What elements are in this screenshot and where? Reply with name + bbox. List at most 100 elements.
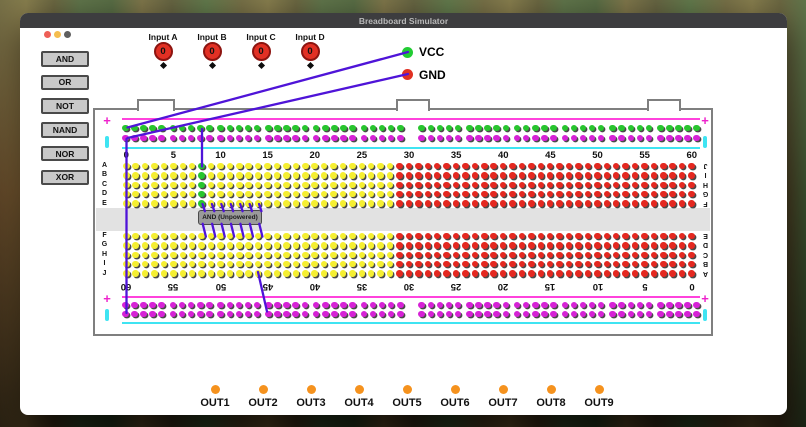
breadboard-hole[interactable] — [226, 242, 234, 249]
rail-hole[interactable] — [360, 310, 368, 318]
breadboard-hole[interactable] — [424, 270, 431, 277]
breadboard-hole[interactable] — [217, 181, 224, 189]
rail-hole[interactable] — [169, 301, 177, 309]
breadboard-hole[interactable] — [236, 200, 243, 207]
breadboard-hole[interactable] — [236, 242, 243, 249]
breadboard-hole[interactable] — [471, 242, 479, 249]
rail-hole[interactable] — [502, 124, 510, 132]
breadboard-hole[interactable] — [471, 172, 479, 179]
breadboard-hole[interactable] — [292, 232, 300, 240]
rail-hole[interactable] — [331, 301, 338, 309]
breadboard-hole[interactable] — [584, 172, 592, 179]
breadboard-hole[interactable] — [443, 242, 450, 249]
breadboard-hole[interactable] — [123, 172, 130, 179]
breadboard-hole[interactable] — [660, 232, 667, 240]
breadboard-hole[interactable] — [688, 172, 695, 179]
breadboard-hole[interactable] — [170, 181, 177, 189]
breadboard-hole[interactable] — [594, 251, 601, 259]
rail-hole[interactable] — [178, 124, 186, 132]
breadboard-hole[interactable] — [311, 181, 318, 189]
breadboard-hole[interactable] — [188, 242, 196, 249]
breadboard-hole[interactable] — [358, 242, 366, 249]
breadboard-hole[interactable] — [499, 162, 507, 170]
breadboard-hole[interactable] — [612, 242, 620, 249]
breadboard-hole[interactable] — [594, 232, 601, 240]
breadboard-hole[interactable] — [141, 200, 149, 207]
breadboard-hole[interactable] — [669, 242, 676, 249]
rail-hole[interactable] — [502, 310, 510, 318]
breadboard-hole[interactable] — [151, 162, 158, 170]
breadboard-hole[interactable] — [433, 270, 441, 277]
breadboard-hole[interactable] — [490, 260, 497, 268]
breadboard-hole[interactable] — [141, 242, 149, 249]
rail-hole[interactable] — [122, 124, 129, 132]
breadboard-hole[interactable] — [509, 251, 516, 259]
rail-hole[interactable] — [178, 134, 186, 142]
breadboard-hole[interactable] — [151, 270, 158, 277]
breadboard-hole[interactable] — [198, 232, 205, 240]
breadboard-hole[interactable] — [612, 190, 620, 198]
rail-hole[interactable] — [636, 310, 644, 318]
breadboard-hole[interactable] — [367, 270, 375, 277]
breadboard-hole[interactable] — [396, 200, 403, 207]
breadboard-hole[interactable] — [217, 162, 224, 170]
breadboard-hole[interactable] — [471, 251, 479, 259]
breadboard-hole[interactable] — [198, 251, 205, 259]
rail-hole[interactable] — [197, 124, 204, 132]
rail-hole[interactable] — [657, 301, 664, 309]
rail-hole[interactable] — [570, 134, 578, 142]
breadboard-hole[interactable] — [556, 200, 563, 207]
breadboard-hole[interactable] — [603, 232, 611, 240]
rail-hole[interactable] — [158, 134, 165, 142]
breadboard-hole[interactable] — [678, 232, 686, 240]
zoom-window-icon[interactable] — [64, 30, 71, 38]
output-pin[interactable] — [354, 385, 364, 394]
breadboard-hole[interactable] — [499, 242, 507, 249]
breadboard-hole[interactable] — [546, 172, 554, 179]
rail-hole[interactable] — [274, 301, 281, 309]
breadboard-hole[interactable] — [415, 200, 422, 207]
breadboard-hole[interactable] — [528, 242, 535, 249]
breadboard-hole[interactable] — [179, 162, 187, 170]
breadboard-hole[interactable] — [481, 190, 488, 198]
breadboard-hole[interactable] — [594, 242, 601, 249]
breadboard-hole[interactable] — [584, 260, 592, 268]
rail-hole[interactable] — [149, 310, 156, 318]
breadboard-hole[interactable] — [603, 190, 611, 198]
breadboard-hole[interactable] — [622, 232, 629, 240]
breadboard-hole[interactable] — [339, 242, 347, 249]
breadboard-hole[interactable] — [245, 181, 252, 189]
breadboard-hole[interactable] — [273, 232, 281, 240]
breadboard-hole[interactable] — [660, 200, 667, 207]
breadboard-hole[interactable] — [358, 232, 366, 240]
breadboard-hole[interactable] — [339, 251, 347, 259]
rail-hole[interactable] — [397, 124, 404, 132]
rail-hole[interactable] — [265, 124, 272, 132]
breadboard-hole[interactable] — [650, 181, 658, 189]
breadboard-hole[interactable] — [415, 251, 422, 259]
rail-hole[interactable] — [131, 310, 138, 318]
rail-hole[interactable] — [550, 310, 557, 318]
rail-hole[interactable] — [550, 301, 557, 309]
rail-hole[interactable] — [454, 310, 462, 318]
breadboard-hole[interactable] — [528, 260, 535, 268]
breadboard-hole[interactable] — [537, 251, 545, 259]
breadboard-hole[interactable] — [245, 172, 252, 179]
breadboard-hole[interactable] — [669, 260, 676, 268]
rail-hole[interactable] — [274, 310, 281, 318]
rail-hole[interactable] — [522, 301, 530, 309]
breadboard-hole[interactable] — [603, 270, 611, 277]
breadboard-hole[interactable] — [123, 251, 130, 259]
rail-hole[interactable] — [292, 124, 299, 132]
rail-hole[interactable] — [349, 134, 356, 142]
breadboard-hole[interactable] — [396, 172, 403, 179]
breadboard-hole[interactable] — [688, 242, 695, 249]
rail-hole[interactable] — [340, 301, 347, 309]
rail-hole[interactable] — [484, 134, 491, 142]
breadboard-hole[interactable] — [198, 172, 205, 179]
breadboard-hole[interactable] — [367, 251, 375, 259]
breadboard-hole[interactable] — [330, 260, 337, 268]
rail-hole[interactable] — [331, 310, 338, 318]
breadboard-hole[interactable] — [433, 190, 441, 198]
breadboard-hole[interactable] — [546, 242, 554, 249]
